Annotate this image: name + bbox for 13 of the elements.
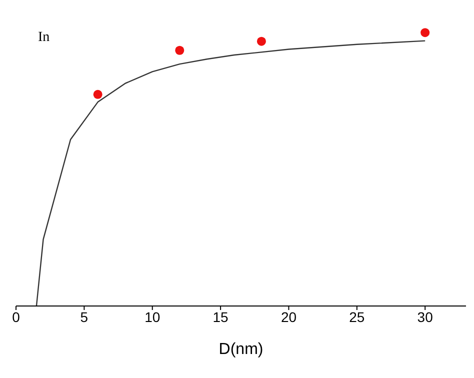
annotation: In [38, 30, 50, 46]
point [175, 46, 184, 55]
x-tick-label: 30 [417, 308, 434, 325]
x-tick-label: 5 [80, 308, 88, 325]
point [256, 36, 266, 46]
x-tick-label: 0 [12, 308, 20, 325]
x-axis-title: D(nm) [218, 341, 264, 358]
x-tick-label: 20 [280, 308, 297, 325]
point [93, 90, 102, 99]
x-tick-label: 25 [349, 308, 365, 325]
x-tick-label: 10 [144, 308, 160, 325]
point [420, 28, 430, 38]
x-tick-label: 15 [212, 308, 229, 325]
